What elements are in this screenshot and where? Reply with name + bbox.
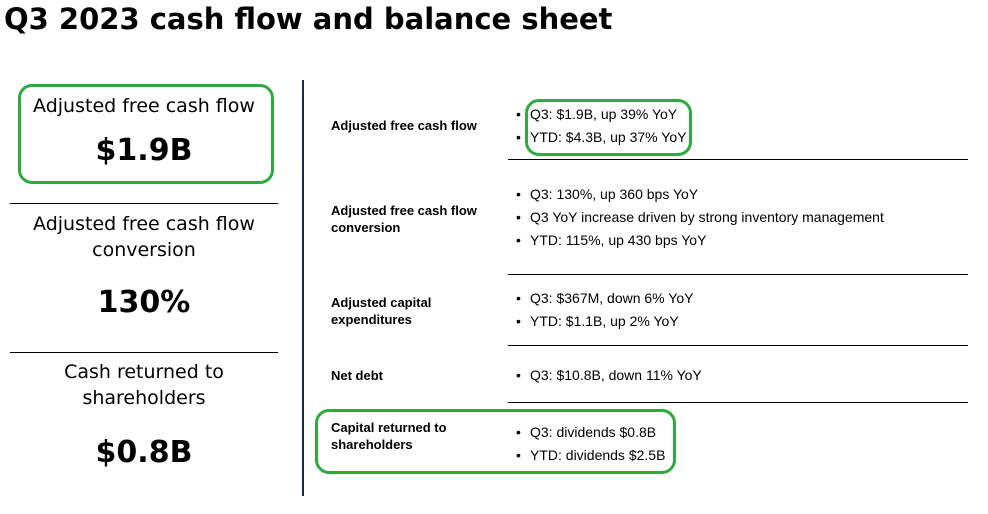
bullet-item: • Q3: 130%, up 360 bps YoY [516, 183, 884, 206]
kpi-label-line2: conversion [92, 239, 196, 261]
bullet-item: • Q3: dividends $0.8B [516, 421, 665, 444]
bullet-icon: • [516, 232, 521, 248]
row-label-net-debt: Net debt [331, 367, 501, 384]
row-divider [508, 345, 968, 346]
bullet-icon: • [516, 186, 521, 202]
bullet-text: Q3 YoY increase driven by strong invento… [530, 209, 884, 225]
bullet-item: • Q3 YoY increase driven by strong invent… [516, 206, 884, 229]
row-label-line1: Net debt [331, 368, 383, 383]
vertical-divider [302, 80, 304, 496]
kpi-value: $0.8B [95, 435, 193, 470]
bullet-item: • YTD: 115%, up 430 bps YoY [516, 229, 884, 252]
bullet-list: • Q3: dividends $0.8B • YTD: dividends $2.… [516, 421, 665, 467]
row-label-capital-returned: Capital returned to shareholders [331, 419, 501, 453]
bullet-item: • YTD: $1.1B, up 2% YoY [516, 310, 693, 333]
bullet-text: Q3: $367M, down 6% YoY [530, 290, 694, 306]
bullet-icon: • [516, 209, 521, 225]
bullet-icon: • [516, 290, 521, 306]
row-label-line1: Adjusted free cash flow [331, 118, 477, 133]
row-label-line2: conversion [331, 220, 401, 235]
bullet-text: Q3: $10.8B, down 11% YoY [530, 367, 702, 383]
row-divider [508, 274, 968, 275]
bullet-text: YTD: 115%, up 430 bps YoY [530, 232, 707, 248]
divider [10, 352, 278, 353]
bullet-icon: • [516, 129, 521, 145]
bullet-icon: • [516, 367, 521, 383]
kpi-label: Adjusted free cash flow [33, 95, 255, 117]
bullet-text: Q3: 130%, up 360 bps YoY [530, 186, 699, 202]
bullet-list: • Q3: 130%, up 360 bps YoY • Q3 YoY increa… [516, 183, 884, 252]
row-label-line1: Capital returned to [331, 420, 447, 435]
row-label-free-cash-flow: Adjusted free cash flow [331, 117, 501, 134]
kpi-value: $1.9B [95, 133, 193, 168]
row-label-capex: Adjusted capital expenditures [331, 294, 501, 328]
highlight-box [315, 409, 676, 474]
bullet-text: YTD: $4.3B, up 37% YoY [530, 129, 687, 145]
kpi-cash-returned: Cash returned to shareholders $0.8B [10, 359, 278, 470]
bullet-text: Q3: dividends $0.8B [530, 424, 657, 440]
bullet-icon: • [516, 313, 521, 329]
kpi-free-cash-flow: Adjusted free cash flow $1.9B [10, 93, 278, 168]
row-label-line2: shareholders [331, 437, 413, 452]
kpi-label-line2: shareholders [82, 387, 206, 409]
row-divider [508, 402, 968, 403]
bullet-item: • YTD: $4.3B, up 37% YoY [516, 126, 686, 149]
divider [10, 203, 278, 204]
highlight-box [18, 84, 274, 184]
bullet-text: YTD: $1.1B, up 2% YoY [530, 313, 679, 329]
bullet-item: • YTD: dividends $2.5B [516, 444, 665, 467]
bullet-list: • Q3: $1.9B, up 39% YoY • YTD: $4.3B, up 3… [516, 103, 686, 149]
bullet-item: • Q3: $1.9B, up 39% YoY [516, 103, 686, 126]
kpi-label-line1: Adjusted free cash flow [33, 213, 255, 235]
kpi-value: 130% [97, 285, 191, 320]
highlight-box [525, 99, 692, 156]
kpi-label-line1: Cash returned to [64, 361, 224, 383]
bullet-list: • Q3: $367M, down 6% YoY • YTD: $1.1B, up … [516, 287, 693, 333]
bullet-list: • Q3: $10.8B, down 11% YoY [516, 364, 702, 387]
bullet-text: Q3: $1.9B, up 39% YoY [530, 106, 678, 122]
bullet-icon: • [516, 106, 521, 122]
bullet-item: • Q3: $10.8B, down 11% YoY [516, 364, 702, 387]
row-label-fcf-conversion: Adjusted free cash flow conversion [331, 202, 501, 236]
bullet-item: • Q3: $367M, down 6% YoY [516, 287, 693, 310]
bullet-icon: • [516, 447, 521, 463]
row-label-line1: Adjusted capital [331, 295, 432, 310]
page-title: Q3 2023 cash flow and balance sheet [4, 2, 613, 36]
row-divider [508, 159, 968, 160]
bullet-text: YTD: dividends $2.5B [530, 447, 666, 463]
row-label-line2: expenditures [331, 312, 412, 327]
bullet-icon: • [516, 424, 521, 440]
row-label-line1: Adjusted free cash flow [331, 203, 477, 218]
kpi-fcf-conversion: Adjusted free cash flow conversion 130% [10, 211, 278, 320]
